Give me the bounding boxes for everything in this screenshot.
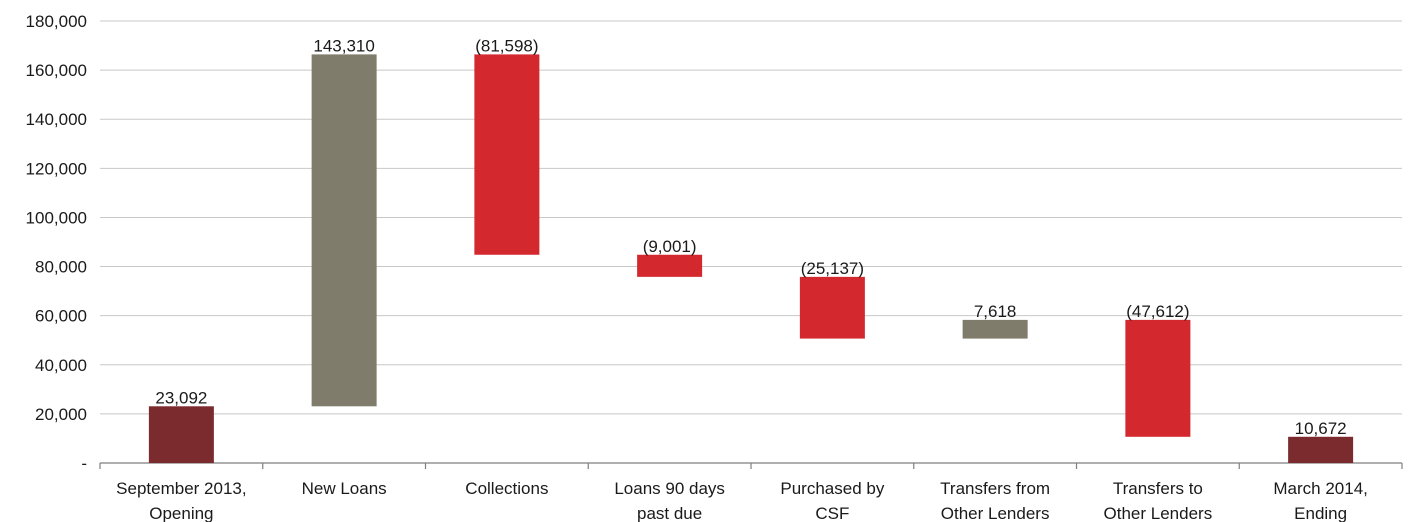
x-axis-category-labels: September 2013, Opening New Loans Collectio… xyxy=(116,479,1368,522)
x-tick-label: Other Lenders xyxy=(1104,504,1213,522)
bar-total xyxy=(1288,436,1354,463)
data-label: (81,598) xyxy=(475,36,538,55)
data-labels: 23,092 143,310 (81,598) (9,001) (25,137) 7,61… xyxy=(155,36,1346,437)
x-tick-label: Transfers from xyxy=(940,479,1050,498)
x-tick-label: Purchased by xyxy=(780,479,884,498)
y-tick-label: 120,000 xyxy=(26,159,87,178)
y-tick-label: 180,000 xyxy=(26,12,87,31)
x-tick-label: September 2013, xyxy=(116,479,246,498)
y-axis-tick-labels: - 20,000 40,000 60,000 80,000 100,000 120,000 1… xyxy=(26,12,87,473)
y-tick-label: 40,000 xyxy=(35,356,87,375)
y-tick-label: 20,000 xyxy=(35,405,87,424)
bar-increase xyxy=(962,319,1028,339)
x-tick-label: March 2014, xyxy=(1273,479,1368,498)
data-label: 23,092 xyxy=(155,388,207,407)
data-label: (9,001) xyxy=(643,237,697,256)
bar-total xyxy=(148,406,214,463)
x-tick-label: past due xyxy=(637,504,702,522)
data-label: 143,310 xyxy=(313,36,374,55)
x-tick-label: Transfers to xyxy=(1113,479,1203,498)
bar-increase xyxy=(311,54,377,407)
y-tick-label: 80,000 xyxy=(35,258,87,277)
x-tick-label: Opening xyxy=(149,504,213,522)
data-label: 10,672 xyxy=(1295,419,1347,438)
y-tick-label: - xyxy=(81,454,87,473)
x-axis xyxy=(99,462,1403,469)
data-label: (25,137) xyxy=(801,259,864,278)
data-label: (47,612) xyxy=(1126,302,1189,321)
x-tick-label: Collections xyxy=(465,479,548,498)
data-label: 7,618 xyxy=(974,302,1017,321)
bars xyxy=(148,54,1354,463)
x-tick-label: CSF xyxy=(815,504,849,522)
x-tick-label: Other Lenders xyxy=(941,504,1050,522)
x-tick-label: Ending xyxy=(1294,504,1347,522)
gridlines xyxy=(100,20,1402,415)
bar-decrease xyxy=(1125,319,1191,437)
bar-decrease xyxy=(637,254,703,277)
y-tick-label: 140,000 xyxy=(26,110,87,129)
y-tick-label: 100,000 xyxy=(26,208,87,227)
x-tick-label: New Loans xyxy=(302,479,387,498)
x-tick-label: Loans 90 days xyxy=(614,479,725,498)
y-tick-label: 160,000 xyxy=(26,61,87,80)
bar-decrease xyxy=(799,276,865,339)
bar-decrease xyxy=(474,54,540,255)
y-tick-label: 60,000 xyxy=(35,307,87,326)
